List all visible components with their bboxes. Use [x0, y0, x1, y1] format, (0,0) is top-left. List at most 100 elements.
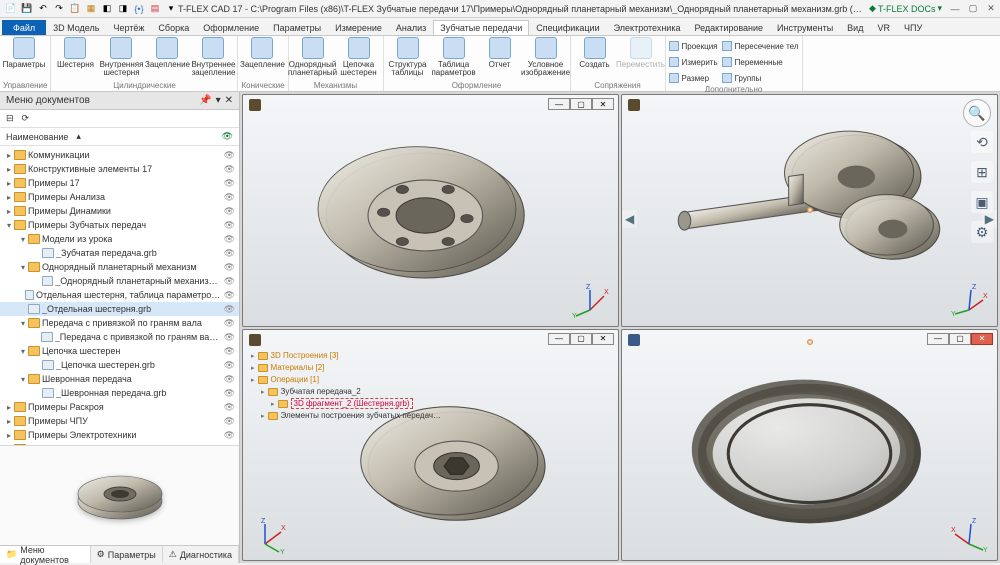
tab-сборка[interactable]: Сборка	[151, 20, 196, 35]
tree-item[interactable]: ▾Передача с привязкой по граням вала👁	[0, 316, 239, 330]
tree-item[interactable]: _Шевронная передача.grb👁	[0, 386, 239, 400]
qat-more-icon[interactable]: ▾	[164, 2, 178, 16]
close-button[interactable]: ✕	[982, 0, 1000, 18]
qat-brace-icon[interactable]: {•}	[132, 2, 146, 16]
axis-gizmo[interactable]: X Z Y	[251, 514, 291, 554]
model-tree-item[interactable]: ▸3D Построения [3]	[251, 350, 441, 362]
ribbon-btn-размер[interactable]: Размер	[669, 71, 718, 85]
axis-gizmo[interactable]: X Z Y	[570, 280, 610, 320]
minimize-button[interactable]: —	[946, 0, 964, 18]
visibility-column-icon[interactable]: 👁	[222, 131, 233, 142]
tab-инструменты[interactable]: Инструменты	[770, 20, 840, 35]
axis-gizmo[interactable]: X Z Y	[949, 514, 989, 554]
tab-оформление[interactable]: Оформление	[196, 20, 266, 35]
ribbon-btn-шестерня[interactable]: Шестерня	[54, 37, 96, 69]
tree-item[interactable]: ▸Примеры Раскроя👁	[0, 400, 239, 414]
qat-misc-icon[interactable]: ◧	[100, 2, 114, 16]
tab-электротехника[interactable]: Электротехника	[607, 20, 688, 35]
tree-item[interactable]: _Цепочка шестерен.grb👁	[0, 358, 239, 372]
model-tree-item[interactable]: ▸3D фрагмент_2 (Шестерня.grb)	[251, 398, 441, 410]
tflex-docs-link[interactable]: ◆T-FLEX DOCs▾	[865, 3, 946, 14]
viewport-4[interactable]: — ▢ ✕ X Z Y	[621, 329, 998, 562]
ribbon-btn-внутреннее-зацепление[interactable]: Внутреннее зацепление	[192, 37, 234, 77]
ribbon-btn-параметры[interactable]: Параметры	[3, 37, 45, 69]
panel-tab-Диагностика[interactable]: ⚠Диагностика	[163, 546, 239, 563]
ribbon-btn-создать[interactable]: Создать	[574, 37, 616, 69]
ribbon-btn-зацепление[interactable]: Зацепление	[241, 37, 283, 69]
tab-анализ[interactable]: Анализ	[389, 20, 433, 35]
search-icon[interactable]: 🔍	[963, 99, 991, 127]
vp-max-button[interactable]: ▢	[570, 98, 592, 110]
ribbon-btn-группы[interactable]: Группы	[722, 71, 799, 85]
collapse-all-icon[interactable]: ⊟	[6, 113, 14, 124]
win-icon[interactable]: ⊞	[971, 161, 993, 183]
tree-item[interactable]: ▾Однорядный планетарный механизм👁	[0, 260, 239, 274]
panel-pin-icon[interactable]: 📌	[199, 95, 211, 106]
ribbon-btn-пересечение-тел[interactable]: Пересечение тел	[722, 39, 799, 53]
tab-чертёж[interactable]: Чертёж	[106, 20, 151, 35]
vp-min-button[interactable]: —	[548, 333, 570, 345]
vp-max-button[interactable]: ▢	[949, 333, 971, 345]
orbit-icon[interactable]: ⟲	[971, 131, 993, 153]
tree-item[interactable]: ▸Примеры Динамики👁	[0, 204, 239, 218]
qat-annot-icon[interactable]: ▦	[84, 2, 98, 16]
panel-tab-Меню документов[interactable]: 📁Меню документов	[0, 546, 91, 563]
tree-item[interactable]: ▸Конструктивные элементы 17👁	[0, 162, 239, 176]
qat-undo-icon[interactable]: ↶	[36, 2, 50, 16]
model-tree-item[interactable]: ▸Материалы [2]	[251, 362, 441, 374]
tree-item[interactable]: ▸Примеры Электротехники👁	[0, 428, 239, 442]
viewport-1[interactable]: — ▢ ✕ X	[242, 94, 619, 327]
tab-измерение[interactable]: Измерение	[328, 20, 389, 35]
tree-item[interactable]: ▾Модели из урока👁	[0, 232, 239, 246]
prev-arrow-icon[interactable]: ◀	[622, 210, 637, 228]
vp-max-button[interactable]: ▢	[570, 333, 592, 345]
vp-min-button[interactable]: —	[548, 98, 570, 110]
tab-вид[interactable]: Вид	[840, 20, 870, 35]
tree-item[interactable]: Отдельная шестерня, таблица параметров, …	[0, 288, 239, 302]
qat-file-icon[interactable]: 📄	[4, 2, 18, 16]
tab-чпу[interactable]: ЧПУ	[897, 20, 929, 35]
tree-item[interactable]: _Однорядный планетарный механизм.grb👁	[0, 274, 239, 288]
tab-редактирование[interactable]: Редактирование	[687, 20, 770, 35]
ribbon-btn-переменные[interactable]: Переменные	[722, 55, 799, 69]
vp-close-button[interactable]: ✕	[592, 98, 614, 110]
ribbon-btn-однорядный-планетарный[interactable]: Однорядный планетарный	[292, 37, 334, 77]
ribbon-btn-проекция[interactable]: Проекция	[669, 39, 718, 53]
viewport-3[interactable]: — ▢ ✕ ▸3D Построения [3]▸Материалы [2]▸О…	[242, 329, 619, 562]
tree-item[interactable]: ▸Примеры 17👁	[0, 176, 239, 190]
model-tree-item[interactable]: ▸Зубчатая передача_2	[251, 386, 441, 398]
tab-параметры[interactable]: Параметры	[266, 20, 328, 35]
tree-item[interactable]: ▾Примеры Зубчатых передач👁	[0, 218, 239, 232]
tab-спецификации[interactable]: Спецификации	[529, 20, 606, 35]
ribbon-btn-цепочка-шестерен[interactable]: Цепочка шестерен	[338, 37, 380, 77]
vp-min-button[interactable]: —	[927, 333, 949, 345]
model-tree-item[interactable]: ▸Операции [1]	[251, 374, 441, 386]
tree-item[interactable]: ▸Коммуникации👁	[0, 148, 239, 162]
tree-item[interactable]: _Отдельная шестерня.grb👁	[0, 302, 239, 316]
tab-3d-модель[interactable]: 3D Модель	[46, 20, 106, 35]
tab-file[interactable]: Файл	[2, 20, 46, 35]
maximize-button[interactable]: ▢	[964, 0, 982, 18]
viewport-model-tree[interactable]: ▸3D Построения [3]▸Материалы [2]▸Операци…	[251, 350, 441, 422]
ribbon-btn-таблица-параметров[interactable]: Таблица параметров	[433, 37, 475, 77]
tree-item[interactable]: _Передача с привязкой по граням вала.grb…	[0, 330, 239, 344]
tree-item[interactable]: ▸Примеры Анализа👁	[0, 190, 239, 204]
tree-item[interactable]: ▾Шевронная передача👁	[0, 372, 239, 386]
tab-зубчатые-передачи[interactable]: Зубчатые передачи	[433, 20, 529, 35]
vp-close-button[interactable]: ✕	[971, 333, 993, 345]
next-arrow-icon[interactable]: ▶	[982, 210, 997, 228]
panel-dropdown-icon[interactable]: ▾	[216, 95, 221, 106]
ribbon-btn-внутренняя-шестерня[interactable]: Внутренняя шестерня	[100, 37, 142, 77]
qat-pdf-icon[interactable]: ▤	[148, 2, 162, 16]
tree-item[interactable]: _Зубчатая передача.grb👁	[0, 246, 239, 260]
qat-misc2-icon[interactable]: ◨	[116, 2, 130, 16]
panel-tab-Параметры[interactable]: ⚙Параметры	[91, 546, 163, 563]
panel-close-icon[interactable]: ✕	[225, 95, 233, 106]
ribbon-btn-измерить[interactable]: Измерить	[669, 55, 718, 69]
ribbon-btn-структура-таблицы[interactable]: Структура таблицы	[387, 37, 429, 77]
ribbon-btn-условное-изображение[interactable]: Условное изображение	[525, 37, 567, 77]
tab-vr[interactable]: VR	[870, 20, 897, 35]
column-header[interactable]: Наименование▴ 👁	[0, 128, 239, 146]
vp-close-button[interactable]: ✕	[592, 333, 614, 345]
tree-item[interactable]: ▾Цепочка шестерен👁	[0, 344, 239, 358]
